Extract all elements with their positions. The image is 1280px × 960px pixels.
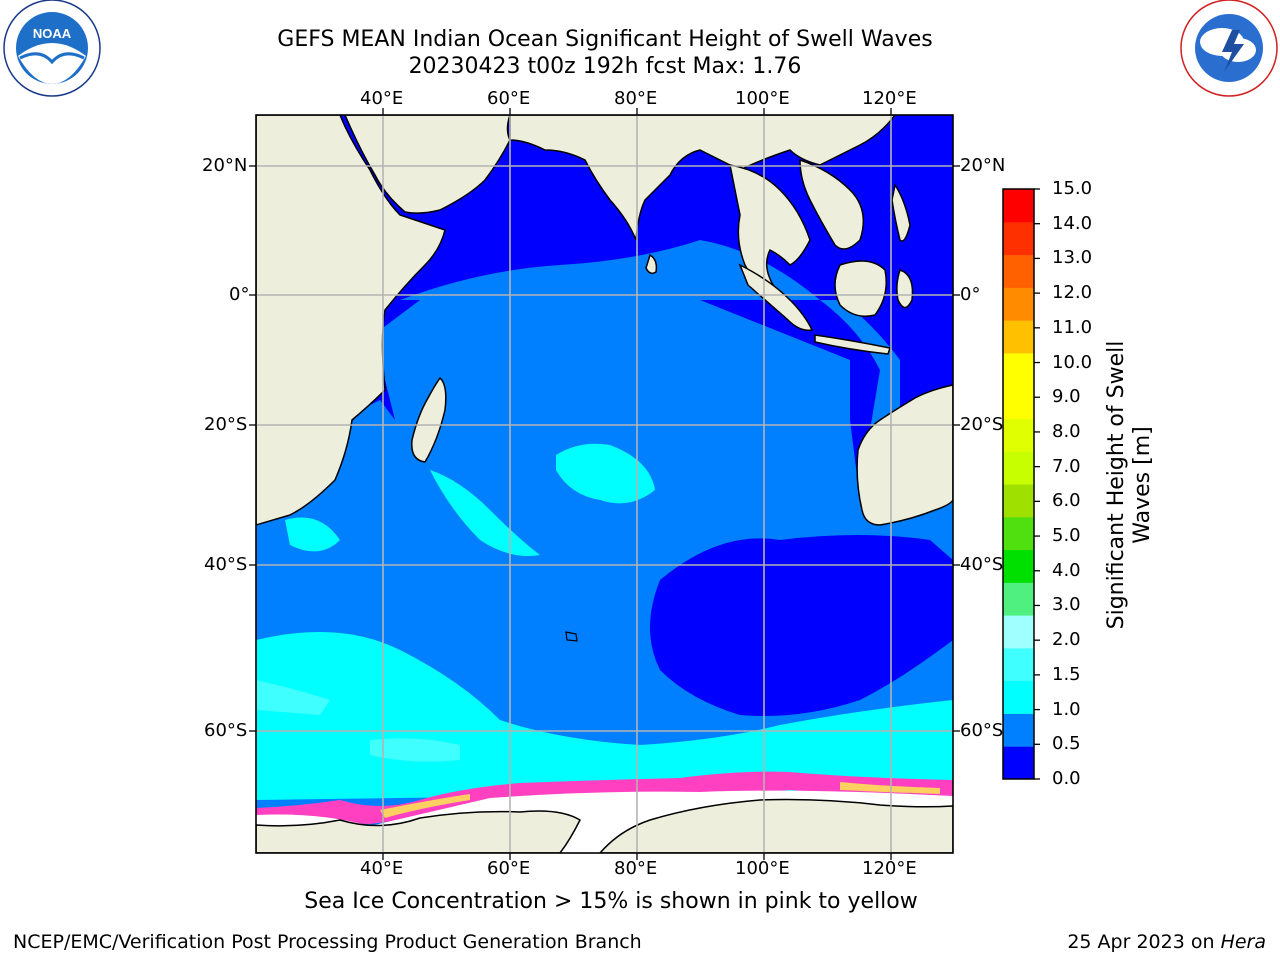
colorbar-tick-label: 14.0 <box>1052 212 1093 234</box>
lat-label-left: 20°N <box>202 155 248 176</box>
colorbar-bin <box>1003 484 1034 518</box>
lat-label-right: 20°S <box>960 414 1004 435</box>
lat-label-right: 20°N <box>960 155 1006 176</box>
colorbar-bin <box>1003 418 1034 452</box>
lat-label-right: 40°S <box>960 554 1004 575</box>
map-frame <box>255 114 954 854</box>
ocean-high-swell-south-light <box>256 680 330 715</box>
indochina-land <box>799 158 865 250</box>
borneo-land <box>834 260 887 317</box>
footer-machine: Hera <box>1220 931 1266 953</box>
colorbar-tick-label: 6.0 <box>1052 490 1081 512</box>
map-area <box>256 115 953 853</box>
colorbar-bin <box>1003 582 1034 616</box>
colorbar-bin <box>1003 189 1034 223</box>
colorbar-tick-label: 1.5 <box>1052 663 1081 685</box>
colorbar <box>1003 188 1040 780</box>
sumatra-land <box>738 263 814 332</box>
lon-label-bottom: 40°E <box>360 858 404 879</box>
colorbar-tick-label: 15.0 <box>1052 178 1093 199</box>
colorbar-tick-label: 3.0 <box>1052 594 1081 616</box>
colorbar-bin <box>1003 320 1034 354</box>
ocean-high-swell-patch <box>285 517 340 552</box>
colorbar-tick-label: 1.0 <box>1052 698 1081 720</box>
nws-logo <box>1180 0 1278 97</box>
sulawesi-land <box>896 269 914 309</box>
lat-label-left: 20°S <box>204 414 248 435</box>
antarctica-land <box>599 798 953 853</box>
colorbar-tick-label: 2.0 <box>1052 629 1081 651</box>
colorbar-label: Significant Height of Swell Waves [m] <box>1104 340 1155 630</box>
colorbar-tick-label: 0.0 <box>1052 768 1081 789</box>
colorbar-tick-label: 0.5 <box>1052 733 1081 755</box>
footer-credit: NCEP/EMC/Verification Post Processing Pr… <box>13 931 642 953</box>
colorbar-bin <box>1003 221 1034 256</box>
chart-subtitle: 20230423 t00z 192h fcst Max: 1.76 <box>408 54 802 79</box>
antarctica-land <box>256 810 581 853</box>
colorbar-bin <box>1003 451 1034 485</box>
colorbar-tick-label: 8.0 <box>1052 420 1081 442</box>
lat-label-right: 60°S <box>960 720 1004 741</box>
map-gridlines <box>256 115 953 853</box>
lon-label-top: 60°E <box>487 88 531 109</box>
chart-title: GEFS MEAN Indian Ocean Significant Heigh… <box>277 27 933 52</box>
sri-lanka-land <box>645 253 658 275</box>
map-tick-marks <box>249 108 960 860</box>
lon-label-top: 80°E <box>614 88 658 109</box>
lon-label-bottom: 100°E <box>735 858 790 879</box>
australia-land <box>856 384 953 526</box>
ocean-high-swell-patch <box>430 470 540 556</box>
colorbar-bin <box>1003 287 1034 321</box>
noaa-logo: NOAA <box>3 0 101 97</box>
colorbar-bin <box>1003 385 1034 419</box>
lon-label-top: 40°E <box>360 88 404 109</box>
colorbar-bin <box>1003 549 1034 583</box>
lon-label-top: 120°E <box>862 88 917 109</box>
lat-label-left: 40°S <box>204 554 248 575</box>
ocean-high-swell-south-light <box>370 738 460 762</box>
ocean-high-swell-patch <box>556 443 655 504</box>
lon-label-bottom: 60°E <box>487 858 531 879</box>
footer-date-text: 25 Apr 2023 on <box>1067 931 1221 953</box>
colorbar-tick-label: 10.0 <box>1052 351 1093 373</box>
colorbar-bin <box>1003 713 1034 747</box>
kerguelen-island <box>565 631 578 642</box>
sea-ice-edge-yellow <box>840 782 940 794</box>
colorbar-tick-label: 7.0 <box>1052 455 1081 477</box>
colorbar-bin <box>1003 254 1034 288</box>
lon-label-bottom: 120°E <box>862 858 917 879</box>
sea-ice-caption: Sea Ice Concentration > 15% is shown in … <box>304 889 918 914</box>
lon-label-bottom: 80°E <box>614 858 658 879</box>
noaa-logo-text: NOAA <box>33 26 72 41</box>
lat-label-right: 0° <box>960 284 981 305</box>
colorbar-tick-label: 13.0 <box>1052 247 1093 269</box>
sea-ice-edge-yellow <box>380 794 470 818</box>
footer-date: 25 Apr 2023 on Hera <box>1067 931 1266 953</box>
colorbar-tick-label: 5.0 <box>1052 525 1081 547</box>
colorbar-tick-label: 11.0 <box>1052 316 1093 338</box>
lat-label-left: 0° <box>229 284 250 305</box>
colorbar-bin <box>1003 680 1034 714</box>
colorbar-tick-label: 9.0 <box>1052 386 1081 408</box>
philippines-land <box>891 183 911 242</box>
java-land <box>814 334 891 355</box>
colorbar-bin <box>1003 516 1034 551</box>
lon-label-top: 100°E <box>735 88 790 109</box>
colorbar-bin <box>1003 615 1034 649</box>
lat-label-left: 60°S <box>204 720 248 741</box>
colorbar-bin <box>1003 746 1034 780</box>
asia-land <box>509 115 896 241</box>
colorbar-bin <box>1003 352 1034 387</box>
colorbar-tick-label: 12.0 <box>1052 282 1093 304</box>
colorbar-bin <box>1003 647 1034 682</box>
madagascar-land <box>411 376 447 463</box>
colorbar-tick-label: 4.0 <box>1052 559 1081 581</box>
colorbar-frame <box>1002 188 1035 780</box>
ocean-low-swell-south <box>650 535 953 716</box>
